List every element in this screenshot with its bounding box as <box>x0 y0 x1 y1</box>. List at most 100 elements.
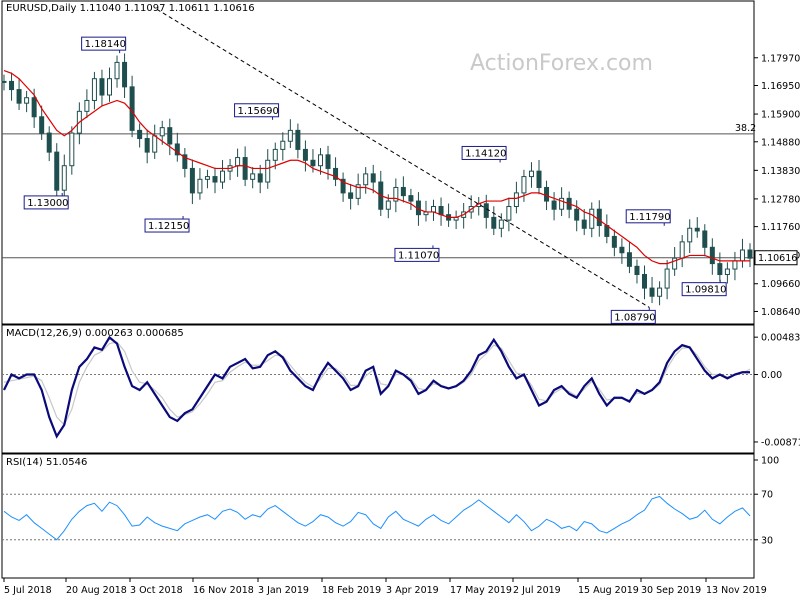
x-tick-label: 3 Apr 2019 <box>386 585 439 596</box>
rsi-line <box>3 495 751 541</box>
candle-body <box>385 200 391 210</box>
candle-body <box>99 78 105 96</box>
candle-body <box>272 148 278 161</box>
candle-body <box>747 249 753 259</box>
price-ytick-label: 1.13830 <box>761 166 800 177</box>
candle-body <box>619 246 625 254</box>
candle-body <box>370 173 376 183</box>
annotation-box <box>23 195 69 210</box>
price-ytick-label: 1.14880 <box>761 137 800 148</box>
rsi-ytick-label: 100 <box>761 456 779 467</box>
x-tick-label: 30 Sep 2019 <box>641 585 701 596</box>
annotation-label: 1.09810 <box>685 285 726 296</box>
candle-body <box>694 227 700 232</box>
price-annotations: 1.18140 1.13000 1.15690 1.12150 1.14120 1.110… <box>23 36 727 324</box>
sma-line <box>3 69 750 265</box>
candle-body <box>242 157 248 180</box>
candle-body <box>491 216 497 229</box>
x-tick-label: 13 Nov 2019 <box>706 585 767 596</box>
candle-body <box>1 80 7 83</box>
candle-body <box>355 184 361 199</box>
x-tick-label: 15 Aug 2019 <box>578 585 639 596</box>
candle-body <box>340 178 346 194</box>
candle-body <box>31 97 37 118</box>
candle-body <box>363 173 369 186</box>
candle-body <box>664 268 670 289</box>
candle-body <box>197 178 203 194</box>
candle-body <box>333 167 339 180</box>
candle-body <box>408 195 414 202</box>
rsi-legend: RSI(14) 51.0546 <box>6 457 88 468</box>
candle-body <box>431 206 437 213</box>
current-price-label: 1.10616 <box>758 253 797 264</box>
candle-body <box>544 186 550 202</box>
candle-body <box>287 129 293 142</box>
candle-body <box>626 252 632 267</box>
candle-body <box>212 176 218 183</box>
candle-body <box>642 273 648 289</box>
macd-lines <box>3 335 751 439</box>
candle-body <box>498 219 504 229</box>
x-tick-label: 3 Oct 2018 <box>130 585 183 596</box>
candle-body <box>551 200 557 210</box>
candle-body <box>257 173 263 183</box>
price-ytick-label: 1.17970 <box>761 53 800 64</box>
candle-body <box>174 143 180 156</box>
annotation-label: 1.13000 <box>27 198 68 209</box>
watermark-text: ActionForex.com <box>470 51 653 76</box>
rsi-grid <box>2 493 754 541</box>
candle-body <box>679 241 685 259</box>
candle-body <box>513 192 519 208</box>
candle-body <box>61 165 67 191</box>
macd-line <box>3 335 750 439</box>
candle-body <box>159 127 165 137</box>
candle-body <box>295 129 301 150</box>
candle-body <box>438 206 444 216</box>
macd-ytick-label: 0.004832 <box>761 333 800 344</box>
candle-body <box>483 203 489 218</box>
candle-body <box>521 176 527 194</box>
candle-body <box>265 159 271 183</box>
candle-body <box>724 268 730 275</box>
x-tick-label: 18 Feb 2019 <box>322 585 381 596</box>
candle-body <box>24 97 30 104</box>
annotation-label: 1.08790 <box>614 312 655 323</box>
candle-body <box>717 263 723 275</box>
annotation-box <box>681 282 727 297</box>
candle-body <box>687 227 693 243</box>
candle-body <box>348 192 354 199</box>
x-tick-label: 17 May 2019 <box>450 585 512 596</box>
candle-body <box>250 173 256 180</box>
annotation-label: 1.14120 <box>465 148 506 159</box>
candle-body <box>702 230 708 248</box>
candle-body <box>9 80 15 91</box>
candle-body <box>84 99 90 112</box>
macd-legend: MACD(12,26,9) 0.000263 0.000685 <box>6 328 184 339</box>
candle-body <box>220 170 226 183</box>
current-price-box <box>754 250 798 266</box>
price-ytick-label: 1.12780 <box>761 194 800 205</box>
price-trendline <box>156 8 650 308</box>
x-tick-label: 5 Jul 2018 <box>4 585 52 596</box>
rsi-y-axis: 100 70 30 <box>754 456 779 546</box>
candle-body <box>106 78 112 96</box>
candle-body <box>280 140 286 150</box>
price-ytick-label: 1.08640 <box>761 307 800 318</box>
trendline <box>156 8 650 308</box>
price-ytick-label: 1.16950 <box>761 81 800 92</box>
candle-body <box>559 197 565 210</box>
x-tick-label: 16 Nov 2018 <box>193 585 254 596</box>
candle-body <box>649 287 655 297</box>
macd-panel: 0.004832 0.00 -0.008718 <box>1 324 800 454</box>
candle-body <box>506 206 512 221</box>
rsi-lines <box>3 495 751 541</box>
x-tick-label: 20 Aug 2018 <box>66 585 127 596</box>
candle-body <box>536 170 542 188</box>
candle-body <box>317 154 323 167</box>
candle-body <box>16 89 22 104</box>
annotation-box <box>625 209 671 224</box>
rsi-ytick-label: 70 <box>761 490 773 501</box>
macd-y-axis: 0.004832 0.00 -0.008718 <box>754 333 800 448</box>
rsi-ytick-label: 30 <box>761 535 773 546</box>
candle-body <box>400 186 406 197</box>
